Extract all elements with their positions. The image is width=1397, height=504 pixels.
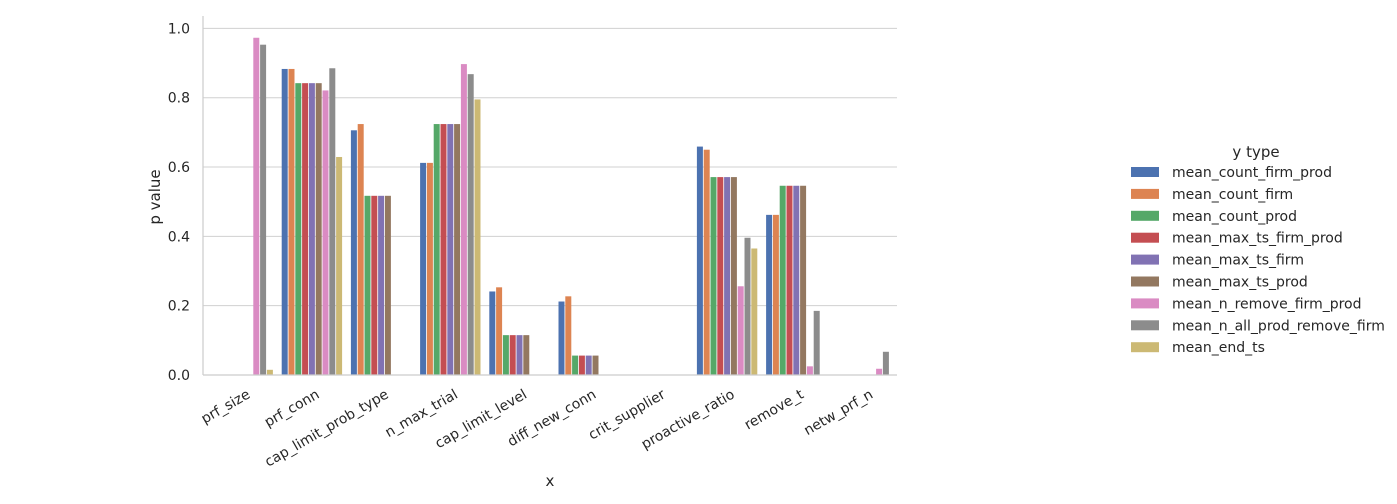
bar-mean_count_firm-cap_limit_prob_type <box>357 124 364 375</box>
bar-mean_count_prod-cap_limit_prob_type <box>364 195 371 375</box>
bar-mean_n_remove_firm_prod-prf_size <box>253 37 260 375</box>
bar-mean_max_ts_firm_prod-cap_limit_level <box>509 335 516 375</box>
y-tick-label: 0.6 <box>168 160 190 176</box>
legend-label-mean_n_all_prod_remove_firm: mean_n_all_prod_remove_firm <box>1172 318 1385 334</box>
bar-mean_count_prod-cap_limit_level <box>502 335 509 375</box>
bar-mean_end_ts-prf_size <box>266 369 273 375</box>
bar-mean_count_prod-proactive_ratio <box>710 177 717 375</box>
legend-label-mean_max_ts_firm: mean_max_ts_firm <box>1172 253 1304 269</box>
bar-mean_n_all_prod_remove_firm-proactive_ratio <box>744 237 751 375</box>
bar-mean_max_ts_prod-cap_limit_level <box>523 335 530 375</box>
bar-mean_n_all_prod_remove_firm-remove_t <box>813 310 820 375</box>
bar-mean_max_ts_firm-proactive_ratio <box>724 177 731 375</box>
x-tick-label: prf_conn <box>262 387 322 431</box>
bar-mean_max_ts_firm_prod-cap_limit_prob_type <box>371 195 378 375</box>
legend-label-mean_max_ts_firm_prod: mean_max_ts_firm_prod <box>1172 231 1343 247</box>
bar-mean_max_ts_firm-cap_limit_level <box>516 335 523 375</box>
bar-mean_max_ts_prod-cap_limit_prob_type <box>384 195 391 375</box>
y-tick-label: 0.0 <box>168 368 190 384</box>
bar-mean_end_ts-n_max_trial <box>474 99 481 375</box>
bar-mean_n_all_prod_remove_firm-prf_conn <box>329 68 336 375</box>
bar-mean_count_firm-diff_new_conn <box>565 296 572 375</box>
y-tick-label: 0.4 <box>168 229 190 245</box>
bar-mean_max_ts_firm-diff_new_conn <box>585 355 592 375</box>
bar-mean_count_firm_prod-proactive_ratio <box>696 146 703 375</box>
bar-mean_max_ts_prod-proactive_ratio <box>730 177 737 375</box>
y-tick-label: 0.2 <box>168 299 190 315</box>
x-axis-title: x <box>546 472 555 490</box>
bar-mean_n_remove_firm_prod-remove_t <box>806 366 813 375</box>
legend-swatch-mean_end_ts <box>1131 342 1159 353</box>
legend-swatch-mean_count_firm <box>1131 188 1159 199</box>
y-axis-title: p value <box>146 169 164 224</box>
bar-mean_count_firm_prod-n_max_trial <box>420 162 427 375</box>
legend-swatch-mean_n_all_prod_remove_firm <box>1131 320 1159 331</box>
bar-mean_count_firm_prod-diff_new_conn <box>558 301 565 375</box>
bar-mean_n_remove_firm_prod-proactive_ratio <box>737 286 744 375</box>
bar-mean_count_prod-remove_t <box>779 185 786 375</box>
bar-mean_max_ts_firm-remove_t <box>793 185 800 375</box>
bar-mean_count_firm-prf_conn <box>288 68 295 375</box>
legend-swatch-mean_count_firm_prod <box>1131 167 1159 177</box>
bar-mean_max_ts_firm_prod-n_max_trial <box>440 124 447 375</box>
bar-mean_max_ts_firm-prf_conn <box>308 83 315 375</box>
bar-mean_max_ts_prod-diff_new_conn <box>592 355 599 375</box>
legend-label-mean_max_ts_prod: mean_max_ts_prod <box>1172 275 1308 291</box>
legend-label-mean_end_ts: mean_end_ts <box>1172 340 1265 356</box>
legend-swatch-mean_max_ts_firm_prod <box>1131 232 1159 243</box>
x-tick-label: netw_prf_n <box>801 387 876 439</box>
legend: y type mean_count_firm_prod mean_count_fi… <box>1131 143 1385 356</box>
legend-swatch-mean_max_ts_firm <box>1131 254 1159 265</box>
y-tick-label: 1.0 <box>168 21 190 37</box>
legend-swatch-mean_max_ts_prod <box>1131 276 1159 287</box>
bars <box>253 37 889 376</box>
bar-mean_count_firm-n_max_trial <box>426 162 433 375</box>
legend-label-mean_count_firm_prod: mean_count_firm_prod <box>1172 165 1332 181</box>
bar-mean_count_firm_prod-cap_limit_level <box>489 291 496 375</box>
bar-mean_end_ts-proactive_ratio <box>751 248 758 375</box>
bar-mean_max_ts_firm-cap_limit_prob_type <box>378 195 385 375</box>
bar-mean_count_firm-remove_t <box>772 214 779 375</box>
bar-mean_n_all_prod_remove_firm-n_max_trial <box>467 74 474 376</box>
bar-mean_n_all_prod_remove_firm-prf_size <box>260 44 267 375</box>
bar-mean_max_ts_firm_prod-prf_conn <box>302 83 309 375</box>
x-tick-label: remove_t <box>742 386 807 433</box>
legend-swatch-mean_count_prod <box>1131 210 1159 221</box>
bar-mean_n_remove_firm_prod-netw_prf_n <box>876 368 883 375</box>
x-tick-label: prf_size <box>199 387 254 428</box>
bar-mean_max_ts_firm_prod-remove_t <box>786 185 793 375</box>
bar-mean_max_ts_firm_prod-proactive_ratio <box>717 177 724 375</box>
legend-title: y type <box>1232 143 1279 161</box>
bar-mean_count_firm_prod-prf_conn <box>281 68 288 375</box>
bar-mean_max_ts_prod-remove_t <box>800 185 807 375</box>
legend-label-mean_count_firm: mean_count_firm <box>1172 187 1293 203</box>
bar-mean_count_firm_prod-remove_t <box>766 214 773 375</box>
bar-mean_count_prod-diff_new_conn <box>572 355 579 375</box>
bar-mean_count_firm-proactive_ratio <box>703 149 710 375</box>
bar-mean_n_remove_firm_prod-n_max_trial <box>460 64 467 375</box>
bar-mean_end_ts-prf_conn <box>336 156 343 375</box>
bar-mean_max_ts_firm_prod-diff_new_conn <box>578 355 585 375</box>
bar-mean_max_ts_prod-n_max_trial <box>454 124 461 375</box>
legend-label-mean_n_remove_firm_prod: mean_n_remove_firm_prod <box>1172 296 1362 312</box>
bar-mean_max_ts_prod-prf_conn <box>315 83 322 375</box>
y-tick-label: 0.8 <box>168 91 190 107</box>
bar-mean_n_remove_firm_prod-prf_conn <box>322 90 329 375</box>
bar-mean_count_firm-cap_limit_level <box>496 287 503 375</box>
bar-mean_count_prod-n_max_trial <box>433 124 440 375</box>
x-tick-label: cap_limit_prob_type <box>262 387 391 471</box>
bar-mean_count_firm_prod-cap_limit_prob_type <box>350 130 357 375</box>
legend-label-mean_count_prod: mean_count_prod <box>1172 209 1297 225</box>
legend-swatch-mean_n_remove_firm_prod <box>1131 298 1159 309</box>
axes <box>202 16 897 376</box>
bar-mean_n_all_prod_remove_firm-netw_prf_n <box>882 351 889 375</box>
bar-mean_max_ts_firm-n_max_trial <box>447 124 454 375</box>
bar-mean_count_prod-prf_conn <box>295 83 302 375</box>
